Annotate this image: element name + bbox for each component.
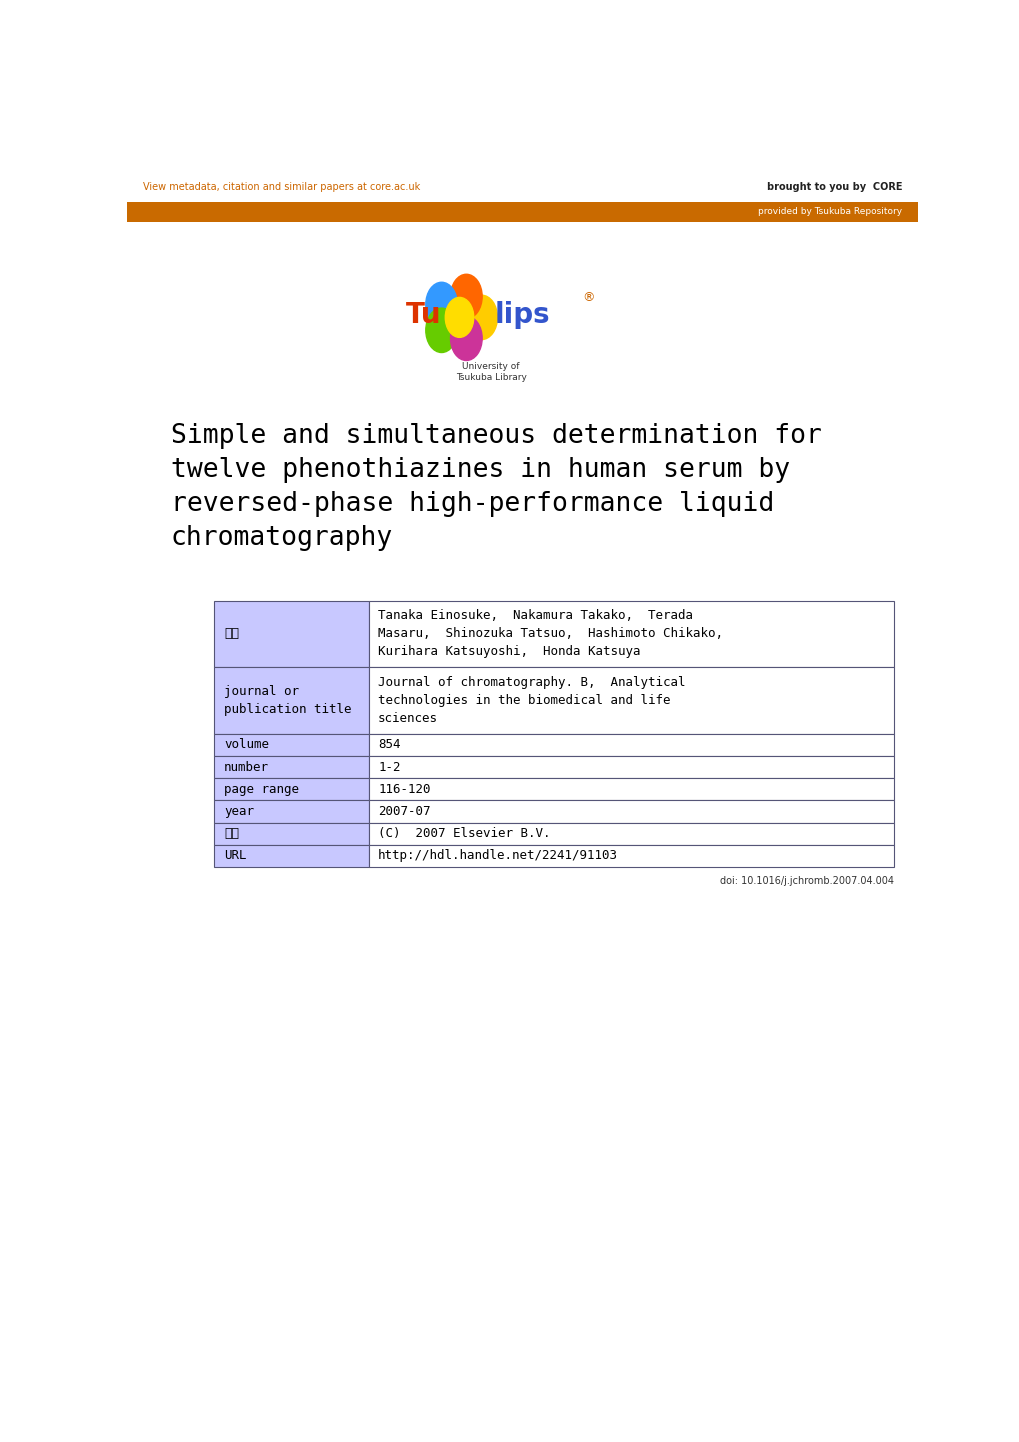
Bar	[214, 845, 368, 867]
Text: 854: 854	[378, 738, 400, 751]
Text: View metadata, citation and similar papers at core.ac.uk: View metadata, citation and similar pape…	[143, 183, 420, 192]
Bar	[368, 734, 894, 756]
Circle shape	[466, 296, 497, 339]
Text: brought to you by  CORE: brought to you by CORE	[766, 183, 902, 192]
Bar	[368, 822, 894, 845]
Text: 2007-07: 2007-07	[378, 805, 430, 818]
Bar	[368, 800, 894, 822]
Text: University of
Tsukuba Library: University of Tsukuba Library	[455, 362, 526, 382]
Text: URL: URL	[224, 849, 247, 862]
Text: volume: volume	[224, 738, 269, 751]
Circle shape	[445, 297, 473, 337]
Text: page range: page range	[224, 783, 299, 796]
Circle shape	[450, 274, 482, 319]
Circle shape	[450, 316, 482, 360]
Text: 著者: 著者	[224, 627, 238, 640]
Text: number: number	[224, 760, 269, 773]
Text: year: year	[224, 805, 254, 818]
Text: ®: ®	[582, 291, 594, 304]
Text: lips: lips	[494, 301, 550, 329]
Bar	[127, 202, 917, 222]
Text: 権利: 権利	[224, 828, 238, 841]
Bar	[214, 779, 368, 800]
Text: (C)  2007 Elsevier B.V.: (C) 2007 Elsevier B.V.	[378, 828, 550, 841]
Bar	[214, 734, 368, 756]
Text: Simple and simultaneous determination for
twelve phenothiazines in human serum b: Simple and simultaneous determination fo…	[171, 423, 821, 551]
Text: provided by Tsukuba Repository: provided by Tsukuba Repository	[757, 208, 902, 216]
Text: http://hdl.handle.net/2241/91103: http://hdl.handle.net/2241/91103	[378, 849, 618, 862]
Bar	[214, 800, 368, 822]
Circle shape	[425, 283, 457, 327]
Bar	[368, 779, 894, 800]
Text: Tu: Tu	[406, 301, 441, 329]
Bar	[368, 668, 894, 734]
Bar	[368, 845, 894, 867]
Text: 116-120: 116-120	[378, 783, 430, 796]
Bar	[214, 668, 368, 734]
Text: Tanaka Einosuke,  Nakamura Takako,  Terada
Masaru,  Shinozuka Tatsuo,  Hashimoto: Tanaka Einosuke, Nakamura Takako, Terada…	[378, 610, 722, 659]
Bar	[214, 822, 368, 845]
Circle shape	[425, 309, 457, 352]
Text: 1-2: 1-2	[378, 760, 400, 773]
Bar	[214, 600, 368, 668]
Bar	[214, 756, 368, 779]
Text: doi: 10.1016/j.jchromb.2007.04.004: doi: 10.1016/j.jchromb.2007.04.004	[719, 875, 894, 885]
Text: Journal of chromatography. B,  Analytical
technologies in the biomedical and lif: Journal of chromatography. B, Analytical…	[378, 676, 685, 725]
Bar	[368, 600, 894, 668]
Text: journal or
publication title: journal or publication title	[224, 685, 352, 715]
Bar	[368, 756, 894, 779]
